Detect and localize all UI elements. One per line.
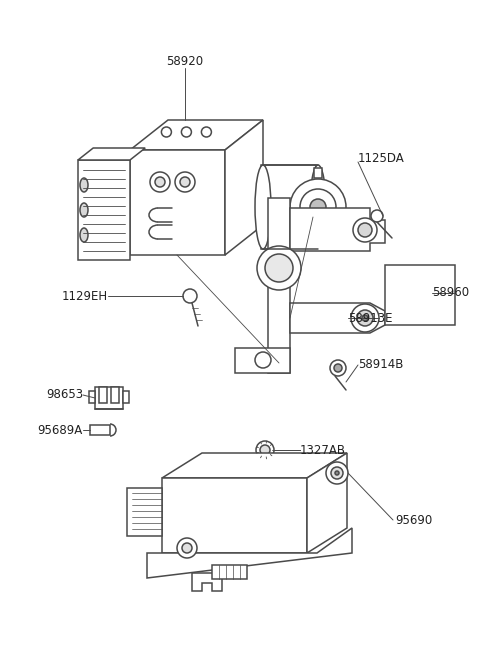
Circle shape xyxy=(183,289,197,303)
Circle shape xyxy=(334,364,342,372)
Circle shape xyxy=(155,177,165,187)
Text: 1327AB: 1327AB xyxy=(300,443,346,457)
Polygon shape xyxy=(225,120,263,255)
Circle shape xyxy=(290,179,346,235)
Polygon shape xyxy=(192,573,222,591)
Circle shape xyxy=(300,189,336,225)
Polygon shape xyxy=(162,453,347,478)
Bar xyxy=(127,488,162,536)
Circle shape xyxy=(181,127,192,137)
Polygon shape xyxy=(290,303,385,333)
Circle shape xyxy=(351,304,379,332)
Bar xyxy=(235,348,290,373)
Circle shape xyxy=(175,172,195,192)
Circle shape xyxy=(255,352,271,368)
Polygon shape xyxy=(147,528,352,578)
Bar xyxy=(385,265,455,325)
Bar xyxy=(90,425,110,435)
Polygon shape xyxy=(290,208,385,251)
Circle shape xyxy=(331,467,343,479)
Text: 58960: 58960 xyxy=(432,286,469,299)
Circle shape xyxy=(310,199,326,215)
Ellipse shape xyxy=(80,228,88,242)
Circle shape xyxy=(260,445,270,455)
Circle shape xyxy=(161,127,171,137)
Bar xyxy=(130,150,225,255)
Ellipse shape xyxy=(80,203,88,217)
Bar xyxy=(212,565,247,579)
Bar xyxy=(268,198,290,373)
Bar xyxy=(89,391,95,403)
Circle shape xyxy=(180,177,190,187)
Circle shape xyxy=(265,254,293,282)
Polygon shape xyxy=(307,453,347,553)
Bar xyxy=(314,168,322,178)
Circle shape xyxy=(362,315,368,321)
Circle shape xyxy=(357,310,373,326)
Bar xyxy=(123,391,129,403)
Bar xyxy=(99,387,107,403)
Bar xyxy=(261,165,316,249)
Polygon shape xyxy=(130,120,263,150)
Bar xyxy=(314,236,322,246)
Circle shape xyxy=(353,218,377,242)
Text: 58913E: 58913E xyxy=(348,312,393,324)
Text: 95689A: 95689A xyxy=(38,424,83,436)
Circle shape xyxy=(257,246,301,290)
Ellipse shape xyxy=(255,165,271,249)
Text: 58920: 58920 xyxy=(167,55,204,68)
Bar xyxy=(78,160,130,260)
Circle shape xyxy=(326,462,348,484)
Circle shape xyxy=(330,360,346,376)
Text: 95690: 95690 xyxy=(395,514,432,527)
Circle shape xyxy=(371,210,383,222)
Bar xyxy=(162,478,307,553)
Circle shape xyxy=(335,471,339,475)
Circle shape xyxy=(150,172,170,192)
Circle shape xyxy=(256,441,274,459)
Circle shape xyxy=(177,538,197,558)
Bar xyxy=(111,387,119,403)
Polygon shape xyxy=(78,148,145,160)
Bar xyxy=(95,387,123,409)
Circle shape xyxy=(202,127,211,137)
Ellipse shape xyxy=(310,165,326,249)
Text: 1125DA: 1125DA xyxy=(358,151,405,164)
Circle shape xyxy=(182,543,192,553)
Ellipse shape xyxy=(80,178,88,192)
Circle shape xyxy=(358,223,372,237)
Text: 58914B: 58914B xyxy=(358,358,403,371)
Text: 98653: 98653 xyxy=(46,388,83,402)
Text: 1129EH: 1129EH xyxy=(62,290,108,303)
